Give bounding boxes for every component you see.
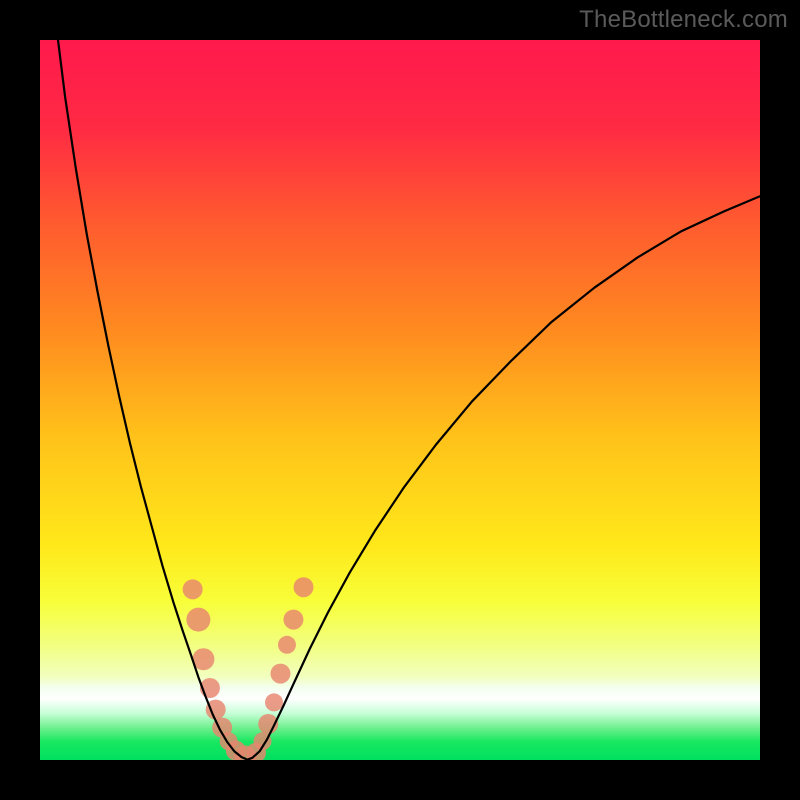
marker-point [186,608,210,632]
marker-point [283,610,303,630]
marker-point [278,636,296,654]
watermark-text: TheBottleneck.com [579,6,788,34]
markers-group [183,577,314,760]
chart-svg [40,40,760,760]
marker-point [183,579,203,599]
marker-point [294,577,314,597]
plot-area [40,40,760,760]
marker-point [270,664,290,684]
marker-point [265,693,283,711]
curve-left [58,40,247,760]
curve-right [247,196,760,759]
